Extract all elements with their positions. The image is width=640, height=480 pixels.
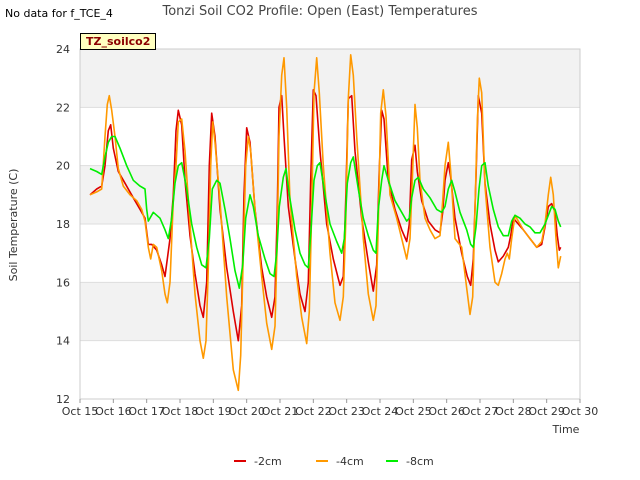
x-tick-label: Oct 16: [95, 405, 132, 418]
plot-bands: [80, 49, 580, 341]
x-tick-label: Oct 15: [62, 405, 99, 418]
series-lines: [89, 54, 562, 392]
x-tick-label: Oct 27: [462, 405, 499, 418]
x-tick-label: Oct 20: [228, 405, 265, 418]
x-tick-label: Oct 17: [128, 405, 165, 418]
plot-band: [80, 165, 580, 224]
y-tick-label: 12: [56, 393, 70, 406]
plot-band: [80, 282, 580, 341]
x-tick-label: Oct 23: [328, 405, 365, 418]
plot-band: [80, 49, 580, 108]
legend: -2cm -4cm -8cm: [234, 455, 434, 468]
x-tick-label: Oct 24: [362, 405, 399, 418]
y-tick-label: 16: [56, 276, 70, 289]
y-tick-label: 20: [56, 160, 70, 173]
y-tick-label: 24: [56, 43, 70, 56]
legend-label: -2cm: [254, 455, 282, 468]
x-tick-label: Oct 19: [195, 405, 232, 418]
y-tick-label: 22: [56, 101, 70, 114]
plot-frame: [79, 48, 581, 400]
x-tick-label: Oct 29: [528, 405, 565, 418]
x-tick-label: Oct 22: [295, 405, 332, 418]
y-tick-label: 18: [56, 218, 70, 231]
chart-title: Tonzi Soil CO2 Profile: Open (East) Temp…: [162, 4, 478, 19]
series-line-4cm: [89, 54, 562, 392]
legend-label: -4cm: [336, 455, 364, 468]
legend-label: -8cm: [406, 455, 434, 468]
x-tick-label: Oct 18: [162, 405, 199, 418]
series-line-8cm: [89, 135, 562, 289]
x-tick-label: Oct 25: [395, 405, 432, 418]
no-data-notice: No data for f_TCE_4: [5, 7, 113, 20]
x-tick-label: Oct 21: [262, 405, 299, 418]
y-axis-ticks: 12 14 16 18 20 22 24: [56, 43, 70, 406]
x-tick-label: Oct 26: [428, 405, 465, 418]
x-axis-label: Time: [552, 423, 580, 436]
x-tick-label: Oct 28: [495, 405, 532, 418]
y-axis-label: Soil Temperature (C): [7, 169, 20, 282]
site-tag: TZ_soilco2: [80, 33, 157, 50]
x-tick-label: Oct 30: [562, 405, 599, 418]
y-tick-label: 14: [56, 335, 70, 348]
